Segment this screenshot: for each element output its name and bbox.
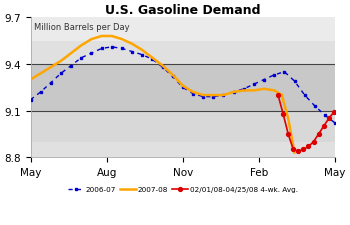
02/01/08-04/25/08 4-wk. Avg. xyxy=(306,145,310,148)
2007-08 xyxy=(130,43,134,46)
2006-07 xyxy=(241,88,246,91)
Bar xyxy=(30,65,335,111)
2006-07 xyxy=(201,96,205,99)
2006-07 xyxy=(49,82,53,85)
02/01/08-04/25/08 4-wk. Avg. xyxy=(281,113,285,116)
2007-08 xyxy=(262,88,266,91)
2007-08 xyxy=(59,60,63,63)
02/01/08-04/25/08 4-wk. Avg. xyxy=(291,148,295,151)
2007-08 xyxy=(110,36,114,38)
2006-07 xyxy=(140,54,144,57)
2006-07 xyxy=(272,74,276,77)
2007-08 xyxy=(170,74,175,77)
2007-08 xyxy=(28,79,33,81)
Line: 2006-07: 2006-07 xyxy=(29,46,336,125)
2007-08 xyxy=(120,38,124,41)
2007-08 xyxy=(191,91,195,94)
2007-08 xyxy=(221,94,225,97)
Text: Million Barrels per Day: Million Barrels per Day xyxy=(34,22,129,32)
02/01/08-04/25/08 4-wk. Avg. xyxy=(296,150,300,153)
2006-07 xyxy=(79,57,83,60)
2006-07 xyxy=(313,105,317,108)
2006-07 xyxy=(59,73,63,75)
02/01/08-04/25/08 4-wk. Avg. xyxy=(322,125,326,128)
2007-08 xyxy=(201,94,205,97)
2006-07 xyxy=(191,93,195,95)
Legend: 2006-07, 2007-08, 02/01/08-04/25/08 4-wk. Avg.: 2006-07, 2007-08, 02/01/08-04/25/08 4-wk… xyxy=(68,186,298,192)
2006-07 xyxy=(150,59,154,61)
2007-08 xyxy=(211,94,215,97)
2007-08 xyxy=(252,90,256,92)
2006-07 xyxy=(181,87,185,89)
2006-07 xyxy=(262,79,266,81)
2006-07 xyxy=(110,46,114,49)
2006-07 xyxy=(221,94,225,97)
2007-08 xyxy=(241,90,246,92)
02/01/08-04/25/08 4-wk. Avg. xyxy=(332,111,336,114)
2007-08 xyxy=(272,90,276,92)
02/01/08-04/25/08 4-wk. Avg. xyxy=(276,94,280,97)
02/01/08-04/25/08 4-wk. Avg. xyxy=(337,110,341,112)
2006-07 xyxy=(28,99,33,102)
2006-07 xyxy=(333,122,337,125)
2007-08 xyxy=(150,57,154,60)
2007-08 xyxy=(38,73,43,75)
2006-07 xyxy=(170,76,175,79)
2006-07 xyxy=(282,71,286,74)
02/01/08-04/25/08 4-wk. Avg. xyxy=(312,141,316,143)
2007-08 xyxy=(89,38,93,41)
2006-07 xyxy=(293,80,297,83)
02/01/08-04/25/08 4-wk. Avg. xyxy=(301,148,306,151)
2006-07 xyxy=(120,48,124,51)
2006-07 xyxy=(89,52,93,55)
2006-07 xyxy=(130,51,134,54)
2006-07 xyxy=(38,91,43,94)
2007-08 xyxy=(79,45,83,47)
2006-07 xyxy=(160,66,164,69)
2006-07 xyxy=(303,94,307,97)
Title: U.S. Gasoline Demand: U.S. Gasoline Demand xyxy=(105,4,261,17)
2007-08 xyxy=(49,66,53,69)
2006-07 xyxy=(69,65,73,68)
02/01/08-04/25/08 4-wk. Avg. xyxy=(286,133,290,136)
2007-08 xyxy=(69,52,73,55)
Line: 2007-08: 2007-08 xyxy=(30,37,282,96)
Bar xyxy=(30,18,335,65)
Line: 02/01/08-04/25/08 4-wk. Avg.: 02/01/08-04/25/08 4-wk. Avg. xyxy=(276,74,350,153)
2007-08 xyxy=(160,65,164,68)
2007-08 xyxy=(231,91,236,94)
2007-08 xyxy=(99,36,104,38)
Bar xyxy=(30,111,335,158)
2006-07 xyxy=(323,114,327,117)
Bar xyxy=(30,18,335,41)
2007-08 xyxy=(140,50,144,52)
2007-08 xyxy=(280,94,284,97)
2006-07 xyxy=(211,96,215,99)
02/01/08-04/25/08 4-wk. Avg. xyxy=(342,99,346,102)
2006-07 xyxy=(99,48,104,51)
02/01/08-04/25/08 4-wk. Avg. xyxy=(347,90,350,92)
02/01/08-04/25/08 4-wk. Avg. xyxy=(316,133,321,136)
2006-07 xyxy=(252,83,256,86)
Bar xyxy=(30,142,335,157)
2006-07 xyxy=(231,91,236,94)
2007-08 xyxy=(181,85,185,88)
02/01/08-04/25/08 4-wk. Avg. xyxy=(327,117,331,120)
